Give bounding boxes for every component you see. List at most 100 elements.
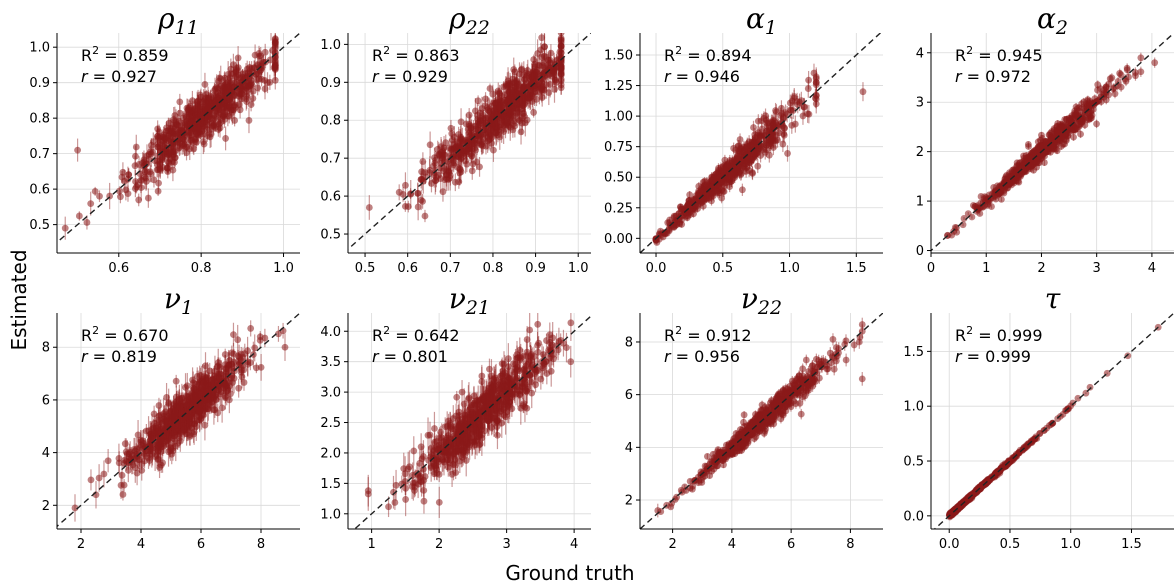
y-tick-label: 1.50 — [604, 49, 633, 64]
data-point — [525, 95, 533, 102]
data-point — [156, 164, 164, 172]
data-point — [780, 124, 788, 132]
data-point — [207, 93, 215, 100]
y-tick-label: 0.00 — [604, 232, 633, 247]
panel-1: 0.6 0.8 1.0 0.5 0.6 0.7 0.8 0.9 1.0 ρ11 R2 = 0.859… — [29, 2, 300, 276]
data-point — [176, 98, 184, 106]
data-point — [234, 64, 242, 71]
data-point — [193, 129, 201, 137]
x-tick-label: 0.6 — [108, 261, 129, 276]
panel-3: 0.0 0.5 1.0 1.5 0.00 0.25 0.50 0.75 1.00 1.25 1.50… — [604, 2, 883, 276]
data-point — [421, 212, 429, 220]
data-point — [463, 160, 471, 168]
data-point — [229, 93, 236, 100]
data-point — [1094, 86, 1101, 94]
r-squared-value: = 0.894 — [682, 46, 751, 65]
data-point — [720, 188, 728, 195]
data-point — [482, 95, 489, 103]
data-point — [490, 107, 498, 115]
data-point — [784, 150, 791, 157]
data-point — [180, 121, 188, 129]
data-point — [141, 173, 149, 181]
data-point — [244, 69, 252, 77]
data-point — [116, 187, 123, 195]
data-point — [520, 112, 528, 120]
x-tick-label: 0.6 — [397, 261, 418, 276]
data-point — [96, 192, 103, 200]
points-group — [652, 63, 867, 246]
panel-title-subscript: 1 — [765, 17, 777, 39]
data-point — [171, 158, 178, 166]
data-point — [718, 194, 726, 202]
data-point — [712, 181, 720, 189]
data-point — [859, 88, 867, 96]
data-point — [1109, 85, 1117, 93]
data-point — [195, 112, 203, 120]
data-point — [754, 162, 762, 170]
data-point — [222, 96, 230, 104]
data-point — [557, 84, 565, 92]
data-point — [215, 77, 223, 85]
data-point — [546, 59, 554, 67]
panel-title: ρ22 — [448, 2, 490, 39]
data-point — [426, 169, 433, 176]
data-point — [207, 130, 215, 138]
r-squared-exponent: 2 — [383, 44, 390, 57]
data-point — [1123, 64, 1131, 72]
data-point — [188, 136, 196, 144]
data-point — [172, 147, 180, 154]
data-point — [164, 151, 172, 159]
data-point — [201, 81, 209, 88]
data-point — [745, 138, 753, 146]
data-point — [805, 76, 813, 84]
data-point — [419, 197, 426, 205]
x-tick-label: 0.7 — [440, 261, 461, 276]
data-point — [484, 137, 492, 145]
data-point — [83, 219, 91, 226]
y-tick-label: 0.9 — [29, 76, 50, 91]
points-group — [365, 33, 565, 223]
data-point — [557, 49, 565, 57]
data-point — [467, 124, 475, 132]
data-point — [673, 219, 681, 227]
data-point — [507, 94, 515, 102]
x-tick-label: 0.9 — [525, 261, 546, 276]
data-point — [202, 103, 210, 111]
data-point — [271, 40, 279, 47]
data-point — [478, 105, 486, 112]
data-point — [493, 129, 500, 137]
data-point — [185, 106, 193, 114]
y-tick-label: 0.7 — [29, 147, 50, 162]
data-point — [775, 129, 783, 137]
identity-line — [57, 33, 300, 244]
x-tick-label: 0.0 — [646, 261, 667, 276]
pearson-r-value: = 0.929 — [379, 67, 448, 86]
data-point — [540, 43, 548, 50]
data-point — [489, 90, 497, 98]
data-point — [200, 97, 207, 105]
data-point — [187, 115, 195, 123]
data-point — [170, 116, 178, 124]
data-point — [143, 168, 151, 176]
y-tick-label: 0.75 — [604, 140, 633, 155]
data-point — [225, 102, 233, 109]
data-point — [762, 112, 769, 120]
data-point — [215, 120, 223, 128]
pearson-r-label: r = 0.927 — [81, 67, 157, 86]
y-tick-label: 1.00 — [604, 110, 633, 125]
data-point — [365, 204, 373, 211]
data-point — [222, 135, 230, 142]
data-point — [253, 76, 261, 84]
data-point — [442, 139, 450, 147]
y-tick-label: 1.0 — [320, 38, 341, 53]
data-point — [258, 64, 266, 72]
data-point — [514, 100, 521, 108]
data-point — [155, 179, 162, 187]
data-point — [1094, 81, 1102, 89]
data-point — [190, 145, 198, 153]
data-point — [701, 188, 709, 196]
data-point — [552, 76, 560, 84]
data-point — [419, 158, 427, 165]
data-point — [750, 124, 757, 131]
